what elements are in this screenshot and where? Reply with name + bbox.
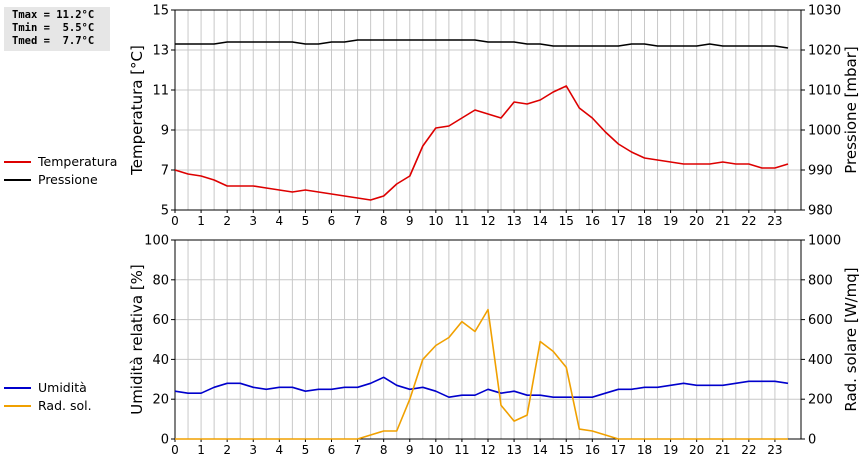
bottom-right-tick-label: 400 [808, 353, 833, 368]
bottom-right-axis-title: Rad. solare [W/mq] [842, 267, 860, 411]
legend-label-umidita: Umidità [38, 380, 87, 395]
top-x-tick-label: 6 [328, 214, 336, 228]
top-right-tick-label: 1000 [808, 124, 841, 139]
bottom-x-tick-label: 9 [406, 443, 414, 457]
top-left-tick-label: 11 [152, 84, 169, 99]
top-x-tick-label: 3 [249, 214, 257, 228]
bottom-left-tick-label: 80 [152, 273, 169, 288]
bottom-x-tick-label: 6 [328, 443, 336, 457]
bottom-x-tick-label: 21 [715, 443, 730, 457]
bottom-right-tick-label: 800 [808, 273, 833, 288]
top-right-tick-label: 1020 [808, 44, 841, 59]
bottom-x-tick-label: 7 [354, 443, 362, 457]
legend-label-pressione: Pressione [38, 172, 98, 187]
top-x-tick-label: 7 [354, 214, 362, 228]
top-x-tick-label: 23 [767, 214, 782, 228]
top-x-tick-label: 14 [533, 214, 548, 228]
bottom-x-tick-label: 20 [689, 443, 704, 457]
top-right-tick-label: 1030 [808, 4, 841, 19]
bottom-x-tick-label: 0 [171, 443, 179, 457]
bottom-right-tick-label: 0 [808, 433, 816, 448]
bottom-x-tick-label: 23 [767, 443, 782, 457]
top-left-axis-title: Temperatura [°C] [128, 45, 146, 176]
bottom-x-tick-label: 13 [506, 443, 521, 457]
legend-swatch-umidita [4, 387, 31, 389]
tmed-text: Tmed = 7.7°C [12, 35, 95, 47]
legend-swatch-temperatura [4, 161, 31, 163]
bottom-x-tick-label: 22 [741, 443, 756, 457]
top-left-tick-label: 13 [152, 44, 169, 59]
top-left-tick-label: 7 [161, 164, 169, 179]
top-x-tick-label: 19 [663, 214, 678, 228]
bottom-series-umidit [174, 376, 789, 399]
bottom-right-tick-label: 600 [808, 313, 833, 328]
legend-label-radsol: Rad. sol. [38, 398, 92, 413]
tmin-text: Tmin = 5.5°C [12, 22, 95, 34]
top-x-tick-label: 11 [454, 214, 469, 228]
bottom-left-tick-label: 100 [144, 234, 169, 249]
top-left-tick-label: 5 [161, 204, 169, 219]
top-right-tick-label: 1010 [808, 84, 841, 99]
bottom-series-rad-sol [175, 308, 788, 440]
top-x-tick-label: 20 [689, 214, 704, 228]
bottom-left-tick-label: 40 [152, 353, 169, 368]
top-x-tick-label: 22 [741, 214, 756, 228]
top-x-tick-label: 13 [506, 214, 521, 228]
top-x-tick-label: 21 [715, 214, 730, 228]
bottom-x-tick-label: 18 [637, 443, 652, 457]
top-x-tick-label: 8 [380, 214, 388, 228]
bottom-right-tick-label: 200 [808, 393, 833, 408]
bottom-x-tick-label: 3 [249, 443, 257, 457]
top-x-tick-label: 9 [406, 214, 414, 228]
top-left-tick-label: 15 [152, 4, 169, 19]
top-x-tick-label: 2 [223, 214, 231, 228]
top-x-tick-label: 4 [276, 214, 284, 228]
top-right-tick-label: 980 [808, 204, 833, 219]
legend-swatch-radsol [4, 405, 31, 407]
bottom-x-tick-label: 11 [454, 443, 469, 457]
bottom-x-tick-label: 12 [480, 443, 495, 457]
top-x-tick-label: 0 [171, 214, 179, 228]
stats-box: Tmax = 11.2°C Tmin = 5.5°C Tmed = 7.7°C [4, 7, 110, 51]
top-right-axis-title: Pressione [mbar] [842, 46, 860, 174]
bottom-x-tick-label: 2 [223, 443, 231, 457]
bottom-x-tick-label: 5 [302, 443, 310, 457]
bottom-left-tick-label: 0 [161, 433, 169, 448]
bottom-left-tick-label: 20 [152, 393, 169, 408]
bottom-right-tick-label: 1000 [808, 234, 841, 249]
bottom-x-tick-label: 19 [663, 443, 678, 457]
top-x-tick-label: 17 [611, 214, 626, 228]
bottom-x-tick-label: 17 [611, 443, 626, 457]
top-series-pressione [175, 39, 789, 49]
top-x-tick-label: 5 [302, 214, 310, 228]
bottom-x-tick-label: 4 [276, 443, 284, 457]
legend-swatch-pressione [4, 179, 31, 181]
top-left-tick-label: 9 [161, 124, 169, 139]
top-x-tick-label: 12 [480, 214, 495, 228]
legend-label-temperatura: Temperatura [38, 154, 118, 169]
bottom-left-axis-title: Umidità relativa [%] [128, 264, 146, 415]
top-x-tick-label: 18 [637, 214, 652, 228]
bottom-x-tick-label: 10 [428, 443, 443, 457]
bottom-x-tick-label: 1 [197, 443, 205, 457]
top-x-tick-label: 16 [585, 214, 600, 228]
bottom-x-tick-label: 16 [585, 443, 600, 457]
tmax-text: Tmax = 11.2°C [12, 9, 95, 21]
bottom-x-tick-label: 14 [533, 443, 548, 457]
top-x-tick-label: 1 [197, 214, 205, 228]
bottom-left-tick-label: 60 [152, 313, 169, 328]
top-right-tick-label: 990 [808, 164, 833, 179]
top-x-tick-label: 10 [428, 214, 443, 228]
top-x-tick-label: 15 [559, 214, 574, 228]
top-series-temperatura [174, 85, 789, 201]
bottom-x-tick-label: 15 [559, 443, 574, 457]
bottom-x-tick-label: 8 [380, 443, 388, 457]
